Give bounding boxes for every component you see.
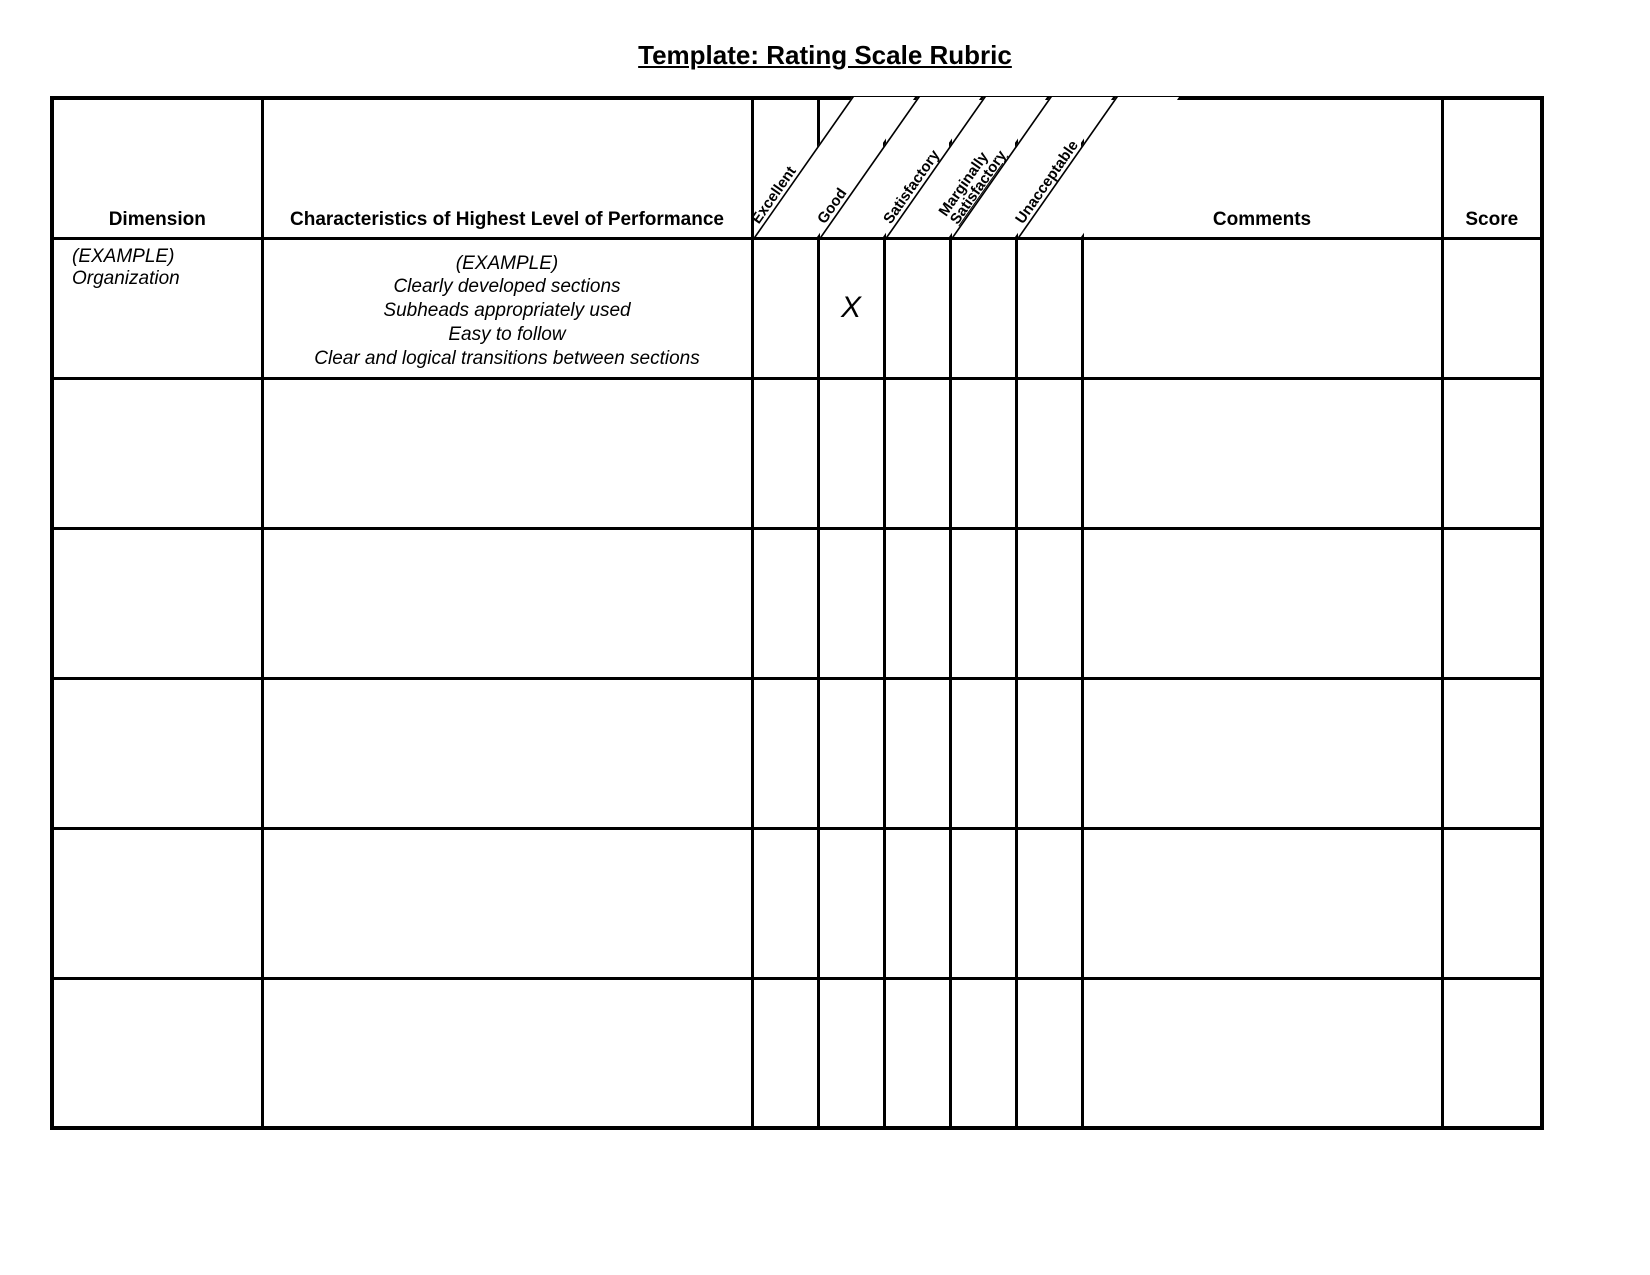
comments-cell[interactable]: [1082, 828, 1442, 978]
example-characteristics-cell: (EXAMPLE) Clearly developed sections Sub…: [262, 238, 752, 378]
example-rating-marginally[interactable]: [950, 238, 1016, 378]
dimension-cell[interactable]: [52, 378, 262, 528]
rating-excellent-cell[interactable]: [752, 828, 818, 978]
rating-excellent-cell[interactable]: [752, 528, 818, 678]
col-header-excellent: Excellent: [752, 98, 818, 238]
rating-satisfactory-cell[interactable]: [884, 978, 950, 1128]
rating-excellent-cell[interactable]: [752, 678, 818, 828]
example-char-line: Easy to follow: [272, 323, 743, 347]
rating-unacceptable-cell[interactable]: [1016, 828, 1082, 978]
example-dimension-cell: (EXAMPLE) Organization: [52, 238, 262, 378]
dimension-cell[interactable]: [52, 528, 262, 678]
header-row: Dimension Characteristics of Highest Lev…: [52, 98, 1542, 238]
rating-unacceptable-cell[interactable]: [1016, 528, 1082, 678]
rating-excellent-cell[interactable]: [752, 978, 818, 1128]
example-char-line: Clearly developed sections: [272, 275, 743, 299]
rating-marginally-cell[interactable]: [950, 378, 1016, 528]
rating-marginally-cell[interactable]: [950, 528, 1016, 678]
example-comments-cell[interactable]: [1082, 238, 1442, 378]
characteristics-cell[interactable]: [262, 978, 752, 1128]
rating-marginally-cell[interactable]: [950, 678, 1016, 828]
dimension-cell[interactable]: [52, 828, 262, 978]
characteristics-cell[interactable]: [262, 828, 752, 978]
rating-good-cell[interactable]: [818, 678, 884, 828]
score-cell[interactable]: [1442, 378, 1542, 528]
table-row: [52, 978, 1542, 1128]
characteristics-cell[interactable]: [262, 528, 752, 678]
rating-unacceptable-cell[interactable]: [1016, 378, 1082, 528]
example-score-cell[interactable]: [1442, 238, 1542, 378]
comments-cell[interactable]: [1082, 678, 1442, 828]
col-header-dimension: Dimension: [52, 98, 262, 238]
example-char-tag: (EXAMPLE): [272, 253, 743, 275]
col-header-characteristics: Characteristics of Highest Level of Perf…: [262, 98, 752, 238]
col-header-marginally-satisfactory: Marginally Satisfactory: [950, 98, 1016, 238]
example-char-line: Clear and logical transitions between se…: [272, 347, 743, 371]
score-cell[interactable]: [1442, 678, 1542, 828]
rating-good-cell[interactable]: [818, 528, 884, 678]
col-header-satisfactory: Satisfactory: [884, 98, 950, 238]
rubric-table: Dimension Characteristics of Highest Lev…: [50, 96, 1544, 1130]
example-rating-excellent[interactable]: [752, 238, 818, 378]
example-rating-satisfactory[interactable]: [884, 238, 950, 378]
col-header-good: Good: [818, 98, 884, 238]
example-rating-good[interactable]: X: [818, 238, 884, 378]
page-title: Template: Rating Scale Rubric: [50, 40, 1600, 71]
rating-good-cell[interactable]: [818, 378, 884, 528]
example-rating-unacceptable[interactable]: [1016, 238, 1082, 378]
example-char-list: Clearly developed sections Subheads appr…: [272, 275, 743, 371]
dimension-cell[interactable]: [52, 678, 262, 828]
rating-excellent-cell[interactable]: [752, 378, 818, 528]
rubric-table-wrap: Dimension Characteristics of Highest Lev…: [50, 96, 1600, 1130]
score-cell[interactable]: [1442, 528, 1542, 678]
example-row: (EXAMPLE) Organization (EXAMPLE) Clearly…: [52, 238, 1542, 378]
example-dimension-name: Organization: [72, 268, 180, 289]
page: Template: Rating Scale Rubric Dimension …: [0, 0, 1650, 1160]
rating-satisfactory-cell[interactable]: [884, 828, 950, 978]
example-tag: (EXAMPLE): [72, 246, 174, 267]
rating-marginally-cell[interactable]: [950, 978, 1016, 1128]
rating-satisfactory-cell[interactable]: [884, 678, 950, 828]
score-cell[interactable]: [1442, 978, 1542, 1128]
characteristics-cell[interactable]: [262, 378, 752, 528]
dimension-cell[interactable]: [52, 978, 262, 1128]
comments-cell[interactable]: [1082, 378, 1442, 528]
rating-satisfactory-cell[interactable]: [884, 378, 950, 528]
rating-good-cell[interactable]: [818, 828, 884, 978]
table-row: [52, 678, 1542, 828]
characteristics-cell[interactable]: [262, 678, 752, 828]
table-row: [52, 828, 1542, 978]
rating-marginally-cell[interactable]: [950, 828, 1016, 978]
col-header-score: Score: [1442, 98, 1542, 238]
col-header-comments: Comments: [1082, 98, 1442, 238]
score-cell[interactable]: [1442, 828, 1542, 978]
comments-cell[interactable]: [1082, 978, 1442, 1128]
rubric-body: (EXAMPLE) Organization (EXAMPLE) Clearly…: [52, 238, 1542, 1128]
col-header-unacceptable: Unacceptable: [1016, 98, 1082, 238]
example-char-line: Subheads appropriately used: [272, 299, 743, 323]
comments-cell[interactable]: [1082, 528, 1442, 678]
table-row: [52, 378, 1542, 528]
table-row: [52, 528, 1542, 678]
rating-unacceptable-cell[interactable]: [1016, 678, 1082, 828]
rating-good-cell[interactable]: [818, 978, 884, 1128]
rating-satisfactory-cell[interactable]: [884, 528, 950, 678]
rating-unacceptable-cell[interactable]: [1016, 978, 1082, 1128]
